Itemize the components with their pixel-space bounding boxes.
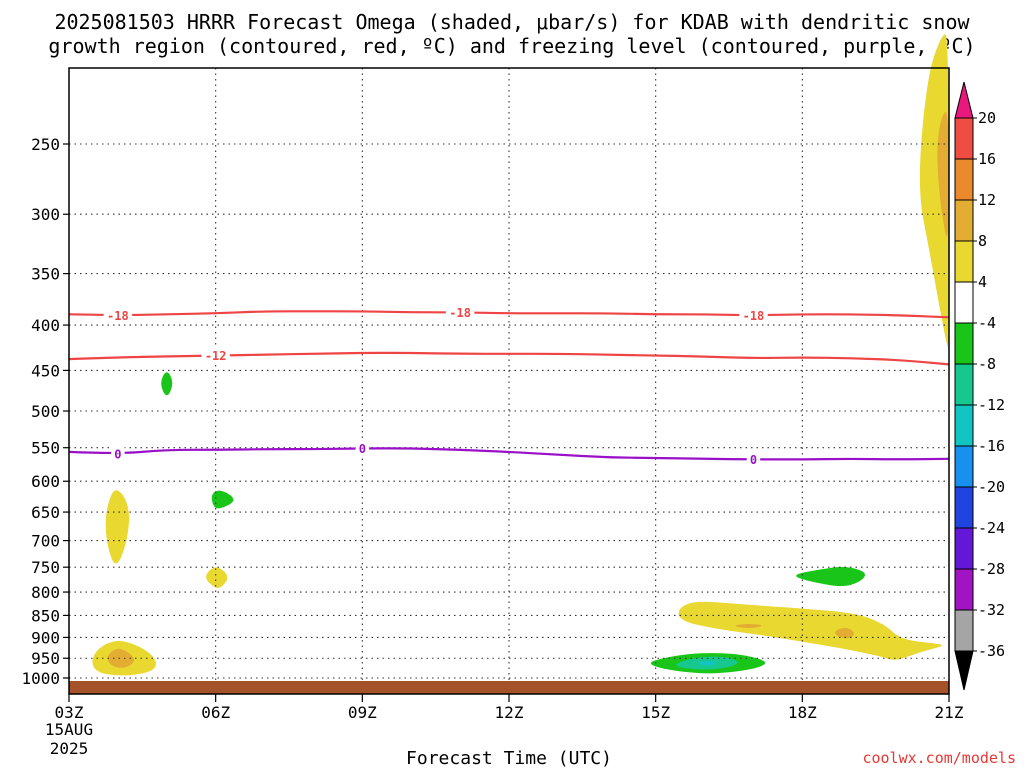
y-tick-label-850: 850 bbox=[31, 606, 60, 625]
colorbar-bin-6 bbox=[954, 322, 974, 365]
colorbar-bin-5 bbox=[954, 281, 974, 324]
colorbar-top-arrow bbox=[954, 81, 974, 119]
colorbar-bottom-arrow bbox=[954, 650, 974, 691]
chart-title-line-2: growth region (contoured, red, ºC) and f… bbox=[48, 34, 975, 58]
x-tick-label-03Z: 03Z bbox=[55, 703, 84, 722]
colorbar-bin-8 bbox=[954, 404, 974, 447]
omega-region-7 bbox=[211, 490, 234, 509]
contour-label-2-0: 0 bbox=[114, 447, 121, 461]
y-tick-label-350: 350 bbox=[31, 265, 60, 284]
colorbar-bin-4 bbox=[954, 240, 974, 283]
date-label-day: 15AUG bbox=[45, 720, 93, 739]
contour-label-2-2: 0 bbox=[750, 453, 757, 467]
x-tick-label-21Z: 21Z bbox=[935, 703, 964, 722]
colorbar-bin-12 bbox=[954, 568, 974, 611]
x-tick-label-18Z: 18Z bbox=[788, 703, 817, 722]
colorbar-bin-10 bbox=[954, 486, 974, 529]
y-tick-label-800: 800 bbox=[31, 583, 60, 602]
colorbar-label-3: 8 bbox=[978, 232, 987, 250]
colorbar-label-5: -4 bbox=[978, 314, 996, 332]
omega-shaded-regions bbox=[92, 34, 949, 676]
contour-label-1-0: -12 bbox=[205, 349, 227, 363]
contour-label-bg bbox=[201, 348, 230, 363]
plot-area: -18 -18 -18 -12 0 0 0 250 300 350 400 450 500 550 600… bbox=[21, 34, 964, 722]
y-tick-label-450: 450 bbox=[31, 361, 60, 380]
y-tick-label-250: 250 bbox=[31, 135, 60, 154]
x-tick-label-15Z: 15Z bbox=[641, 703, 670, 722]
omega-region-11 bbox=[835, 627, 854, 639]
y-tick-label-1000: 1000 bbox=[21, 669, 60, 688]
y-tick-label-600: 600 bbox=[31, 472, 60, 491]
colorbar-bin-11 bbox=[954, 527, 974, 570]
colorbar-label-6: -8 bbox=[978, 355, 996, 373]
colorbar-label-10: -24 bbox=[978, 519, 1005, 537]
colorbar-bin-2 bbox=[954, 158, 974, 201]
x-tick-label-12Z: 12Z bbox=[495, 703, 524, 722]
contour-label-bg bbox=[445, 305, 475, 320]
ground-surface-band bbox=[69, 681, 949, 694]
colorbar-label-11: -28 bbox=[978, 560, 1005, 578]
omega-region-8 bbox=[796, 566, 866, 587]
y-tick-label-500: 500 bbox=[31, 402, 60, 421]
x-axis-label: Forecast Time (UTC) bbox=[406, 748, 612, 768]
colorbar-label-8: -16 bbox=[978, 437, 1005, 455]
colorbar-bin-7 bbox=[954, 363, 974, 406]
omega-region-4 bbox=[107, 648, 135, 668]
colorbar-label-12: -32 bbox=[978, 601, 1005, 619]
y-axis-pressure: 250 300 350 400 450 500 550 600 650 700 750 800 850 9… bbox=[21, 135, 69, 688]
colorbar-label-13: -36 bbox=[978, 642, 1005, 660]
x-tick-label-06Z: 06Z bbox=[201, 703, 230, 722]
date-label-year: 2025 bbox=[50, 739, 89, 758]
omega-region-10 bbox=[735, 624, 762, 629]
contour-label-2-1: 0 bbox=[359, 442, 366, 456]
x-tick-label-09Z: 09Z bbox=[348, 703, 377, 722]
omega-region-0 bbox=[919, 34, 949, 348]
contour-label-0-0: -18 bbox=[107, 309, 129, 323]
contour-label-bg bbox=[103, 308, 133, 323]
colorbar-bin-1 bbox=[954, 117, 974, 160]
colorbar-label-0: 20 bbox=[978, 109, 996, 127]
chart-title-line-1: 2025081503 HRRR Forecast Omega (shaded, … bbox=[54, 10, 970, 34]
x-axis-time: 03Z 06Z 09Z 12Z 15Z 18Z 21Z bbox=[55, 694, 964, 722]
contour-label-0-2: -18 bbox=[743, 309, 765, 323]
contour-label-bg bbox=[111, 446, 125, 461]
temperature-contours: -18 -18 -18 -12 0 0 0 bbox=[68, 305, 950, 467]
contour-label-bg bbox=[746, 452, 761, 467]
y-tick-label-650: 650 bbox=[31, 503, 60, 522]
colorbar-label-7: -12 bbox=[978, 396, 1005, 414]
y-tick-label-950: 950 bbox=[31, 649, 60, 668]
contour-line-2 bbox=[68, 447, 950, 461]
colorbar-label-9: -20 bbox=[978, 478, 1005, 496]
contour-line-1 bbox=[68, 351, 950, 366]
contour-label-bg bbox=[739, 308, 768, 323]
contour-line-0 bbox=[68, 310, 950, 319]
contour-label-0-1: -18 bbox=[449, 306, 471, 320]
y-tick-label-550: 550 bbox=[31, 439, 60, 458]
omega-region-5 bbox=[206, 567, 228, 588]
grid-lines bbox=[69, 68, 949, 694]
y-tick-label-300: 300 bbox=[31, 205, 60, 224]
colorbar-bin-3 bbox=[954, 199, 974, 242]
omega-region-14 bbox=[698, 661, 717, 666]
colorbar-label-1: 16 bbox=[978, 150, 996, 168]
omega-region-9 bbox=[678, 601, 943, 660]
omega-region-2 bbox=[105, 490, 130, 564]
y-tick-label-750: 750 bbox=[31, 558, 60, 577]
omega-region-1 bbox=[937, 111, 949, 237]
contour-label-bg bbox=[355, 441, 370, 456]
colorbar-label-4: 4 bbox=[978, 273, 987, 291]
y-tick-label-700: 700 bbox=[31, 532, 60, 551]
credit-link[interactable]: coolwx.com/models bbox=[862, 749, 1016, 767]
colorbar: 20 16 12 8 4 -4 -8 -12 -16 -20 -24 -28 -32 -36 bbox=[954, 81, 1005, 691]
y-tick-label-900: 900 bbox=[31, 628, 60, 647]
colorbar-bin-13 bbox=[954, 609, 974, 652]
colorbar-label-2: 12 bbox=[978, 191, 996, 209]
colorbar-bin-9 bbox=[954, 445, 974, 488]
omega-region-6 bbox=[161, 372, 173, 396]
y-tick-label-400: 400 bbox=[31, 316, 60, 335]
